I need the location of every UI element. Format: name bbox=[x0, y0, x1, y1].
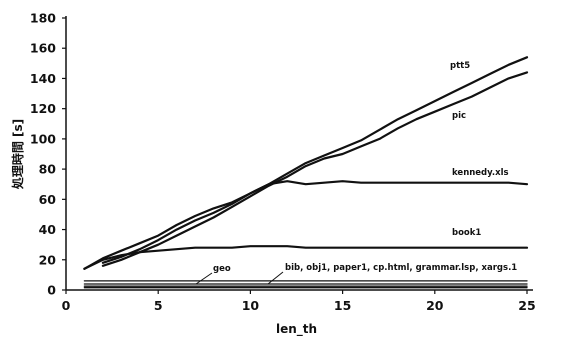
label-leader-4 bbox=[195, 272, 213, 285]
y-axis-title: 処理時間 [s] bbox=[10, 119, 25, 190]
x-tick-label-4: 20 bbox=[426, 298, 444, 313]
x-tick-label-2: 10 bbox=[242, 298, 260, 313]
series-labels: ptt5 pic kennedy.xls book1 geo bib, obj1, pap… bbox=[195, 61, 517, 285]
series-label-1: pic bbox=[452, 111, 466, 121]
x-tick-label-0: 0 bbox=[62, 298, 71, 313]
y-tick-label-8: 160 bbox=[30, 41, 56, 56]
ticks: 0 20 40 60 80 100 120 140 160 180 0 5 10 15 20 25 bbox=[30, 11, 536, 314]
series-line-1 bbox=[101, 71, 529, 267]
series-label-5: bib, obj1, paper1, cp.html, grammar.lsp,… bbox=[285, 263, 517, 273]
y-tick-label-0: 0 bbox=[47, 283, 56, 298]
series-line-0 bbox=[83, 56, 529, 270]
y-tick-label-7: 140 bbox=[30, 71, 56, 86]
y-tick-label-6: 120 bbox=[30, 101, 56, 116]
x-axis-title: len_th bbox=[276, 322, 317, 337]
y-tick-label-9: 180 bbox=[30, 11, 56, 26]
series-label-4: geo bbox=[213, 264, 231, 274]
y-tick-label-4: 80 bbox=[39, 162, 57, 177]
y-tick-label-3: 60 bbox=[39, 192, 57, 207]
series-label-3: book1 bbox=[452, 228, 481, 238]
series-label-0: ptt5 bbox=[450, 61, 470, 71]
series-line-3 bbox=[83, 245, 529, 270]
y-tick-label-2: 40 bbox=[39, 222, 57, 237]
x-tick-label-3: 15 bbox=[334, 298, 351, 313]
axes bbox=[65, 16, 533, 291]
y-tick-label-1: 20 bbox=[39, 252, 57, 267]
label-leader-5 bbox=[267, 271, 284, 285]
x-tick-label-5: 25 bbox=[518, 298, 535, 313]
y-tick-label-5: 100 bbox=[30, 131, 56, 146]
series-line-2 bbox=[101, 180, 529, 264]
series-group bbox=[83, 56, 529, 289]
series-label-2: kennedy.xls bbox=[452, 168, 509, 178]
x-tick-label-1: 5 bbox=[154, 298, 163, 313]
